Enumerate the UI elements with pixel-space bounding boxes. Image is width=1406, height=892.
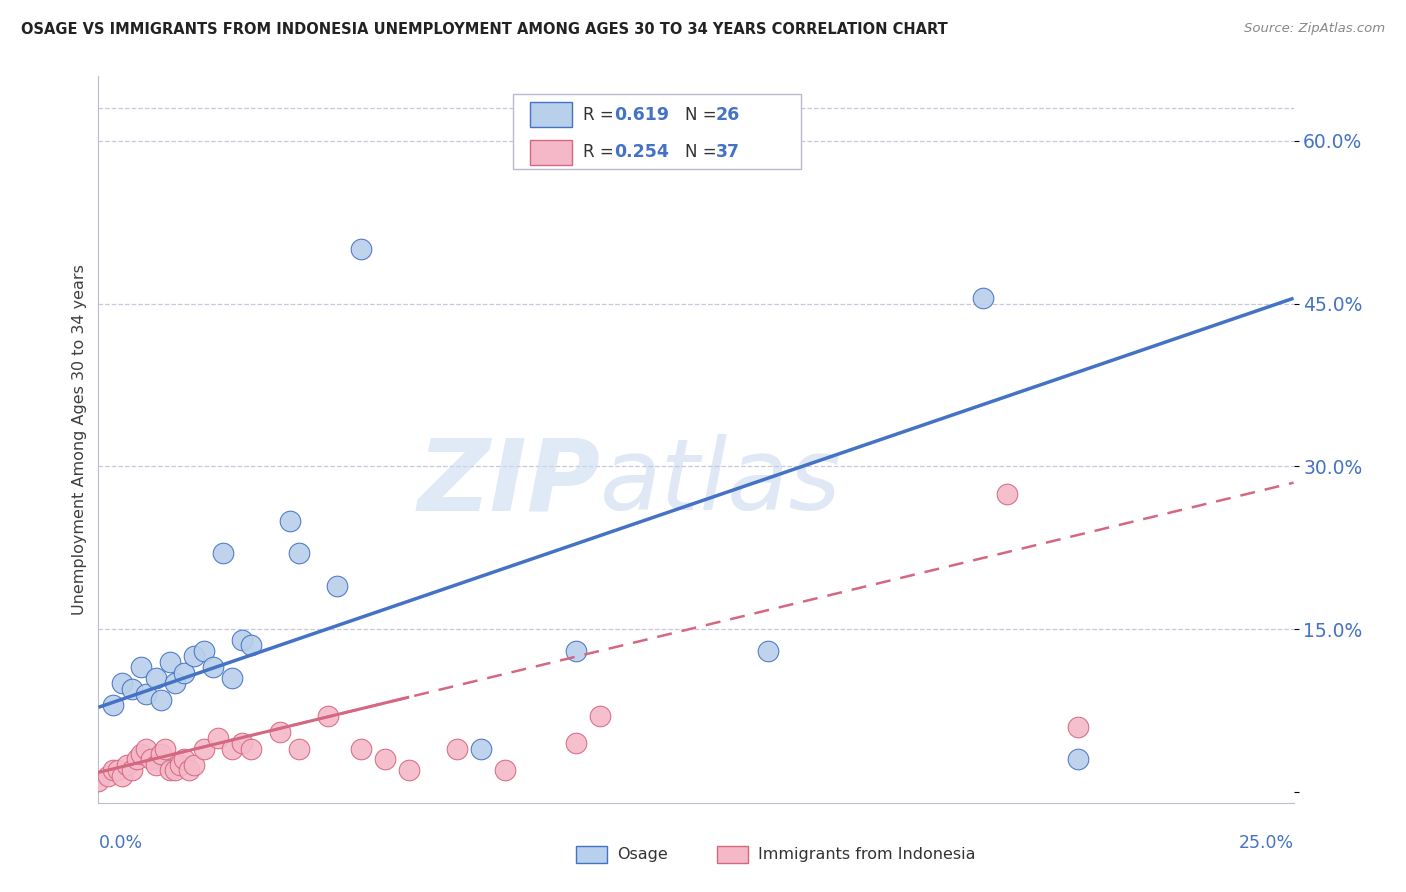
Point bbox=[202, 660, 225, 674]
Point bbox=[121, 681, 143, 696]
Point bbox=[221, 671, 243, 685]
Point bbox=[159, 764, 181, 778]
Point bbox=[179, 764, 201, 778]
Point bbox=[145, 757, 167, 772]
Point bbox=[193, 741, 215, 756]
Text: OSAGE VS IMMIGRANTS FROM INDONESIA UNEMPLOYMENT AMONG AGES 30 TO 34 YEARS CORREL: OSAGE VS IMMIGRANTS FROM INDONESIA UNEMP… bbox=[21, 22, 948, 37]
Point bbox=[163, 676, 186, 690]
Point bbox=[169, 757, 191, 772]
Point bbox=[111, 676, 134, 690]
Point bbox=[398, 764, 420, 778]
Point bbox=[350, 741, 373, 756]
Point bbox=[173, 752, 195, 766]
Point bbox=[240, 639, 263, 653]
Point bbox=[1067, 720, 1090, 734]
Point bbox=[107, 764, 129, 778]
Text: Osage: Osage bbox=[617, 847, 668, 862]
Point bbox=[101, 698, 124, 713]
Text: N =: N = bbox=[685, 144, 721, 161]
Point bbox=[221, 741, 243, 756]
Point bbox=[149, 692, 172, 706]
Point bbox=[288, 546, 311, 560]
Text: 25.0%: 25.0% bbox=[1239, 834, 1294, 852]
Point bbox=[231, 736, 253, 750]
Point bbox=[231, 633, 253, 648]
Point bbox=[115, 757, 138, 772]
Text: R =: R = bbox=[583, 105, 620, 123]
Point bbox=[135, 687, 157, 701]
Point bbox=[494, 764, 516, 778]
Point bbox=[589, 709, 612, 723]
Point bbox=[1067, 752, 1090, 766]
Point bbox=[316, 709, 339, 723]
Point bbox=[470, 741, 492, 756]
Point bbox=[269, 725, 291, 739]
Point bbox=[288, 741, 311, 756]
Point bbox=[125, 752, 148, 766]
Point bbox=[149, 747, 172, 761]
Text: N =: N = bbox=[685, 105, 721, 123]
Point bbox=[131, 747, 153, 761]
Point bbox=[183, 649, 205, 664]
Point bbox=[326, 579, 349, 593]
Text: 0.254: 0.254 bbox=[614, 144, 669, 161]
Text: 37: 37 bbox=[716, 144, 740, 161]
Point bbox=[97, 769, 120, 783]
Text: 0.0%: 0.0% bbox=[98, 834, 142, 852]
Text: atlas: atlas bbox=[600, 434, 842, 532]
Point bbox=[155, 741, 177, 756]
Point bbox=[135, 741, 157, 756]
Point bbox=[193, 644, 215, 658]
Point bbox=[163, 764, 186, 778]
Point bbox=[350, 243, 373, 257]
Text: 26: 26 bbox=[716, 105, 740, 123]
Point bbox=[183, 757, 205, 772]
Point bbox=[87, 774, 110, 789]
Point bbox=[131, 660, 153, 674]
Point bbox=[121, 764, 143, 778]
Y-axis label: Unemployment Among Ages 30 to 34 years: Unemployment Among Ages 30 to 34 years bbox=[72, 264, 87, 615]
Text: R =: R = bbox=[583, 144, 620, 161]
Point bbox=[278, 514, 301, 528]
Point bbox=[972, 291, 994, 305]
Text: Immigrants from Indonesia: Immigrants from Indonesia bbox=[758, 847, 976, 862]
Point bbox=[159, 655, 181, 669]
Point bbox=[111, 769, 134, 783]
Text: 0.619: 0.619 bbox=[614, 105, 669, 123]
Text: Source: ZipAtlas.com: Source: ZipAtlas.com bbox=[1244, 22, 1385, 36]
Point bbox=[565, 644, 588, 658]
Point bbox=[139, 752, 162, 766]
Point bbox=[173, 665, 195, 680]
Text: ZIP: ZIP bbox=[418, 434, 600, 532]
Point bbox=[756, 644, 779, 658]
Point bbox=[240, 741, 263, 756]
Point bbox=[211, 546, 233, 560]
Point bbox=[446, 741, 468, 756]
Point bbox=[207, 731, 229, 745]
Point bbox=[145, 671, 167, 685]
Point bbox=[995, 486, 1018, 500]
Point bbox=[565, 736, 588, 750]
Point bbox=[374, 752, 396, 766]
Point bbox=[101, 764, 124, 778]
